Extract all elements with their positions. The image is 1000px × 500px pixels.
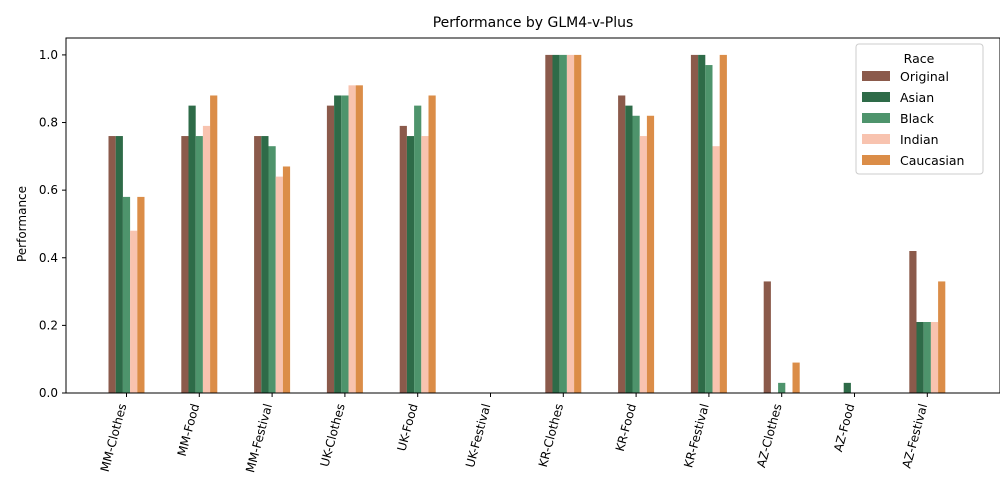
bar-original-mm-clothes: [108, 136, 116, 394]
legend: Race Original Asian Black Indian Caucasian: [855, 43, 984, 175]
y-tick-label: 0.6: [39, 183, 58, 197]
bar-indian-kr-clothes: [566, 54, 575, 394]
x-tick-label: UK-Festival: [463, 402, 493, 469]
bar-asian-kr-festival: [698, 54, 706, 394]
x-tick-label: MM-Food: [175, 402, 202, 458]
x-tick-label: UK-Food: [395, 402, 421, 452]
bar-indian-uk-clothes: [348, 85, 356, 393]
bar-black-mm-clothes: [122, 196, 131, 393]
legend-label-original: Original: [900, 69, 949, 84]
bar-asian-uk-clothes: [334, 95, 342, 393]
y-tick-label: 0.2: [39, 318, 58, 332]
bar-caucasian-kr-clothes: [574, 54, 582, 394]
legend-label-caucasian: Caucasian: [900, 153, 964, 168]
bar-indian-mm-clothes: [130, 230, 138, 393]
bar-original-mm-festival: [254, 136, 262, 394]
bar-caucasian-uk-clothes: [355, 85, 363, 393]
bars-group: [108, 54, 946, 394]
bar-original-az-festival: [909, 251, 917, 393]
bar-indian-az-festival: [930, 322, 939, 393]
bar-asian-mm-festival: [261, 136, 269, 394]
bar-asian-uk-food: [406, 136, 415, 394]
bar-asian-kr-food: [625, 105, 633, 394]
bar-original-az-clothes: [763, 281, 771, 393]
y-axis: 0.0 0.2 0.4 0.6 0.8 1.0: [39, 48, 66, 400]
bar-black-az-clothes: [778, 382, 786, 393]
x-tick-label: AZ-Food: [831, 402, 857, 453]
plot-frame: [65, 37, 1000, 394]
x-tick-label: MM-Festival: [243, 402, 275, 474]
x-tick-label: AZ-Festival: [900, 402, 931, 470]
bar-black-az-festival: [923, 322, 931, 393]
bar-caucasian-uk-food: [428, 95, 436, 393]
bar-indian-uk-food: [421, 136, 429, 394]
legend-label-indian: Indian: [900, 132, 939, 147]
legend-swatch-indian: [862, 134, 890, 144]
y-axis-label: Performance: [15, 186, 29, 262]
legend-label-asian: Asian: [900, 90, 934, 105]
bar-original-uk-clothes: [326, 105, 335, 394]
bar-asian-mm-food: [188, 105, 196, 394]
bar-caucasian-az-clothes: [792, 362, 800, 393]
bar-asian-kr-clothes: [552, 54, 560, 394]
bar-indian-kr-food: [639, 136, 647, 394]
bar-caucasian-mm-festival: [282, 166, 291, 393]
bar-caucasian-mm-food: [210, 95, 218, 393]
bar-indian-mm-food: [202, 125, 211, 394]
chart-title: Performance by GLM4-v-Plus: [433, 15, 634, 31]
legend-title: Race: [904, 51, 935, 66]
bar-caucasian-az-festival: [938, 281, 946, 393]
x-axis: MM-Clothes MM-Food MM-Festival UK-Clothes UK…: [98, 393, 930, 474]
legend-swatch-asian: [862, 92, 890, 102]
bar-original-mm-food: [181, 136, 189, 394]
x-tick-label: AZ-Clothes: [754, 402, 784, 469]
bar-black-mm-food: [195, 136, 203, 394]
bar-black-uk-food: [414, 105, 422, 394]
y-tick-label: 0.8: [39, 116, 58, 130]
bar-caucasian-kr-food: [646, 115, 655, 393]
x-tick-label: KR-Festival: [681, 402, 712, 469]
y-tick-label: 0.4: [39, 251, 58, 265]
x-tick-label: KR-Food: [613, 402, 639, 453]
bar-original-uk-food: [399, 125, 407, 394]
bar-asian-mm-clothes: [115, 136, 123, 394]
bar-original-kr-festival: [690, 54, 699, 394]
bar-asian-az-festival: [916, 322, 924, 393]
bar-original-kr-clothes: [545, 54, 553, 394]
bar-black-kr-food: [632, 115, 640, 393]
bar-indian-kr-festival: [712, 146, 720, 393]
bar-caucasian-mm-clothes: [137, 196, 145, 393]
x-tick-label: UK-Clothes: [318, 402, 348, 468]
legend-swatch-black: [862, 113, 890, 123]
legend-label-black: Black: [900, 111, 935, 126]
legend-swatch-caucasian: [862, 155, 890, 165]
legend-items: Original Asian Black Indian Caucasian: [862, 69, 964, 168]
x-tick-label: MM-Clothes: [98, 402, 130, 473]
bar-black-kr-clothes: [559, 54, 567, 394]
bar-caucasian-kr-festival: [719, 54, 727, 394]
legend-swatch-original: [862, 71, 890, 81]
bar-original-kr-food: [618, 95, 626, 393]
y-tick-label: 0.0: [39, 386, 58, 400]
bar-black-uk-clothes: [341, 95, 349, 393]
bar-asian-az-food: [843, 382, 851, 393]
y-tick-label: 1.0: [39, 48, 58, 62]
bar-black-mm-festival: [268, 146, 276, 393]
x-tick-label: KR-Clothes: [536, 402, 566, 468]
bar-indian-mm-festival: [275, 176, 283, 393]
bar-black-kr-festival: [705, 65, 713, 394]
